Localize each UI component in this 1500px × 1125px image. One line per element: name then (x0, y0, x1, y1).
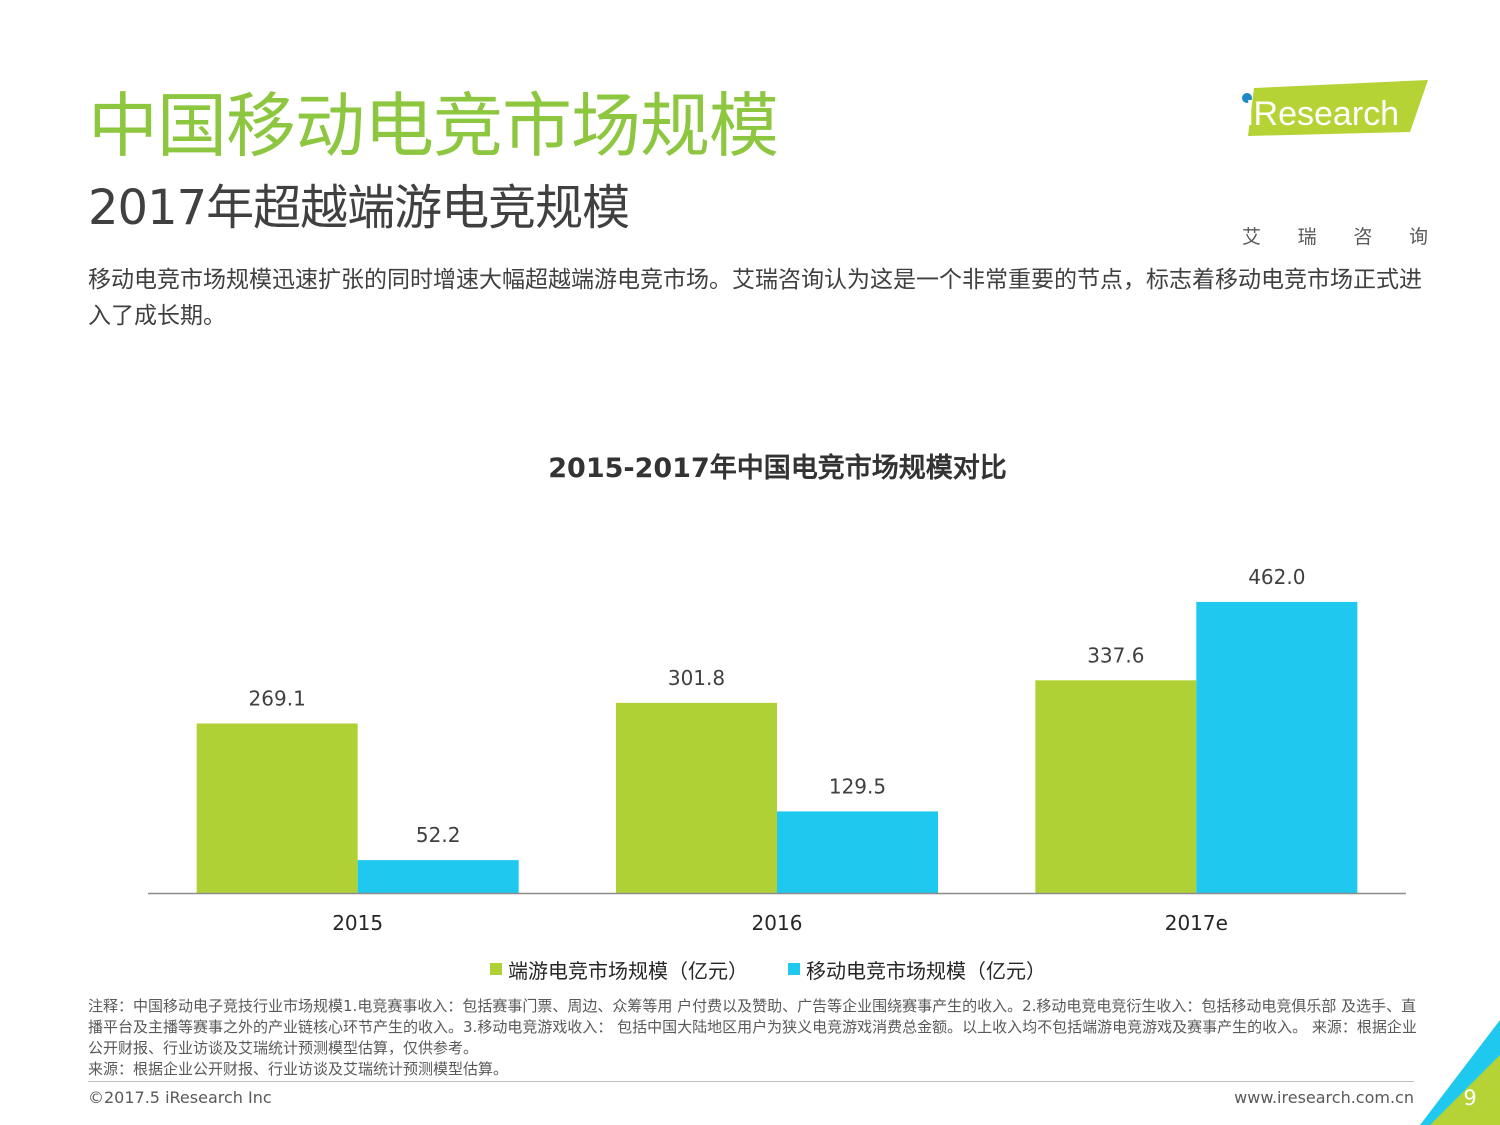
bar (616, 702, 777, 893)
data-label: 337.6 (1087, 643, 1144, 667)
logo-dot (1242, 93, 1252, 103)
footnote: 注释：中国移动电子竞技行业市场规模1.电竞赛事收入：包括赛事门票、周边、众筹等用… (88, 996, 1428, 1080)
chart-title: 2015-2017年中国电竞市场规模对比 (548, 453, 1007, 484)
legend-item-mobile: 移动电竞市场规模（亿元） (788, 955, 1046, 984)
footnote-source: 来源：根据企业公开财报、行业访谈及艾瑞统计预测模型估算。 (88, 1060, 509, 1078)
data-label: 129.5 (829, 774, 886, 798)
bar (357, 860, 519, 893)
footnote-note: 注释：中国移动电子竞技行业市场规模1.电竞赛事收入：包括赛事门票、周边、众筹等用… (88, 997, 1417, 1057)
x-tick-label: 2016 (752, 911, 803, 935)
bar (1035, 680, 1197, 893)
bar-chart: 269.1 52.2 2015 301.8 129.5 2016 337.6 462.0 201… (148, 565, 1406, 935)
logo-mark: iResearch (1242, 80, 1428, 136)
page-number: 9 (1463, 1086, 1477, 1110)
legend-label-pc: 端游电竞市场规模（亿元） (508, 958, 748, 983)
corner-green-shape (1430, 1055, 1500, 1125)
corner-blue-shape (1420, 1020, 1500, 1125)
logo-char: 咨 (1353, 226, 1373, 248)
corner-decoration (1420, 1020, 1500, 1125)
legend-swatch-mobile (788, 963, 800, 975)
logo-shape (1248, 80, 1428, 136)
chart-legend: 端游电竞市场规模（亿元） 移动电竞市场规模（亿元） (490, 954, 1046, 984)
website-link[interactable]: www.iresearch.com.cn (1234, 1088, 1414, 1107)
legend-item-pc: 端游电竞市场规模（亿元） (490, 955, 748, 984)
x-tick-label: 2017e (1165, 911, 1228, 935)
data-label: 462.0 (1248, 565, 1305, 589)
page-subtitle: 2017年超越端游电竞规模 (88, 180, 630, 236)
legend-swatch-pc (490, 963, 502, 975)
iresearch-logo: iResearch 艾 瑞 咨 询 (1238, 78, 1430, 248)
footer-divider (88, 1081, 1414, 1082)
bar (777, 811, 938, 893)
legend-label-mobile: 移动电竞市场规模（亿元） (806, 958, 1046, 983)
page-title: 中国移动电竞市场规模 (88, 85, 779, 167)
logo-text: iResearch (1246, 95, 1399, 133)
data-label: 301.8 (668, 666, 725, 690)
logo-char: 艾 (1242, 226, 1262, 248)
copyright: ©2017.5 iResearch Inc (88, 1088, 272, 1107)
logo-char: 询 (1408, 226, 1428, 248)
logo-char: 瑞 (1297, 226, 1317, 248)
intro-text: 移动电竞市场规模迅速扩张的同时增速大幅超越端游电竞市场。艾瑞咨询认为这是一个非常… (88, 267, 1422, 329)
bar (196, 723, 358, 893)
x-tick-label: 2015 (332, 911, 383, 935)
bar (1196, 601, 1358, 893)
data-label: 52.2 (416, 823, 461, 847)
data-label: 269.1 (249, 686, 306, 710)
logo-subtitle: 艾 瑞 咨 询 (1242, 222, 1428, 249)
